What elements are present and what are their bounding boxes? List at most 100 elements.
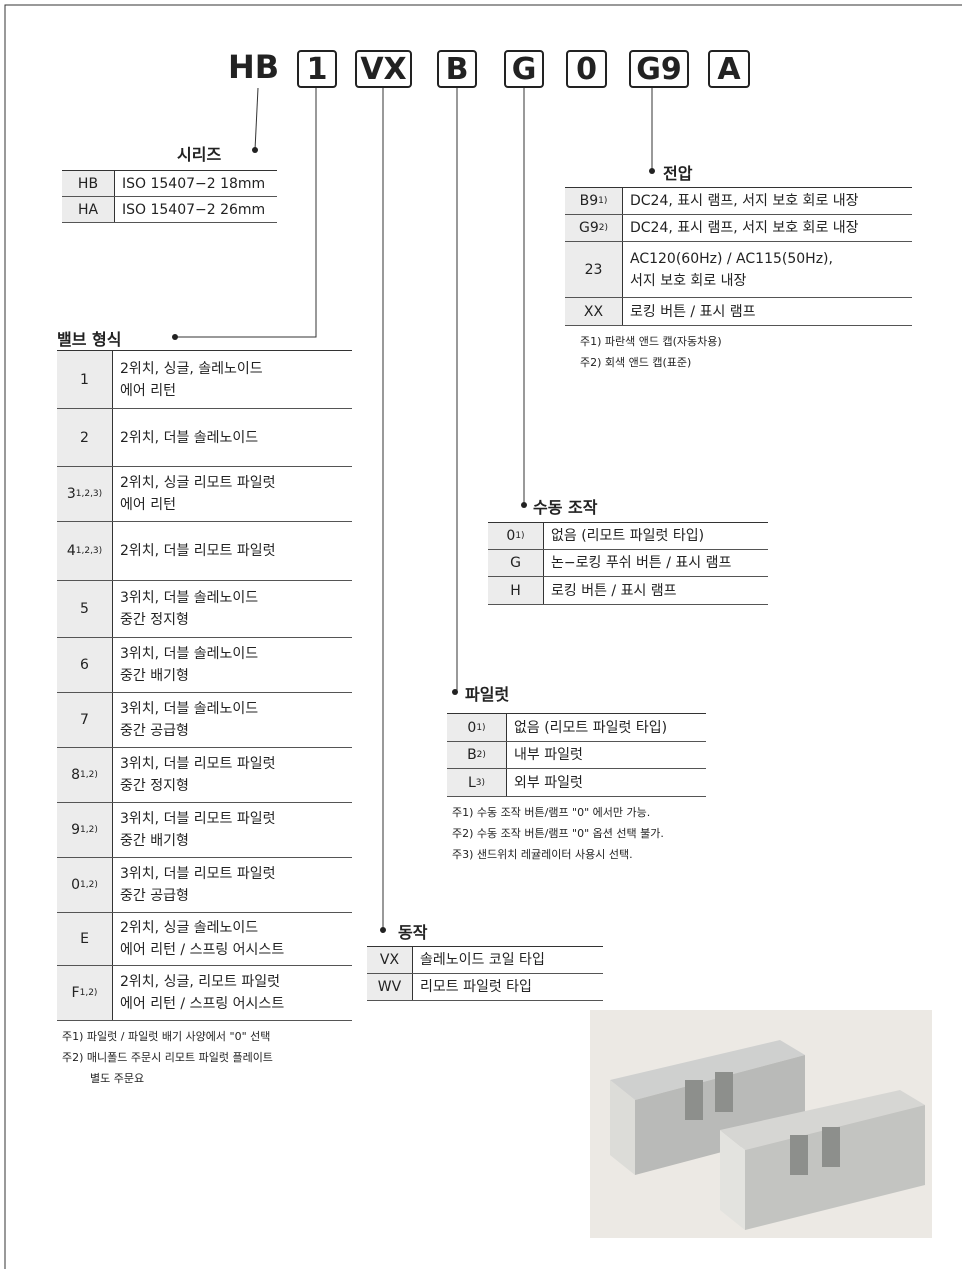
section-title: 시리즈 — [177, 145, 222, 164]
code-cell: 9 1,2) — [57, 803, 113, 857]
code-box: G — [504, 50, 544, 88]
code: B — [467, 747, 477, 763]
superscript: 2) — [598, 223, 608, 233]
code-cell: G — [488, 550, 544, 576]
code-cell: L 3) — [447, 769, 507, 796]
note: 주1) 수동 조작 버튼/램프 "0" 에서만 가능. — [452, 806, 651, 819]
superscript: 2) — [476, 750, 486, 760]
description: 에어 리턴 — [120, 382, 176, 399]
table-row: 0 1,2) 3위치, 더블 리모트 파일럿 중간 공급형 — [57, 858, 352, 913]
connector-line — [254, 87, 259, 151]
table-row: XX 로킹 버튼 / 표시 램프 — [565, 298, 912, 326]
description-cell: 2위치, 싱글 솔레노이드 에어 리턴 / 스프링 어시스트 — [113, 913, 284, 965]
code-prefix: HB — [228, 48, 280, 86]
description: 외부 파일럿 — [514, 774, 583, 791]
table-row: 3 1,2,3) 2위치, 싱글 리모트 파일럿 에어 리턴 — [57, 467, 352, 522]
code: 0 — [506, 528, 516, 544]
code: B9 — [579, 193, 599, 209]
connector-dot — [252, 147, 258, 153]
description-cell: 없음 (리모트 파일럿 타입) — [544, 523, 704, 549]
code: F — [71, 985, 80, 1001]
description-cell: 2위치, 더블 솔레노이드 — [113, 409, 258, 466]
description-cell: 3위치, 더블 리모트 파일럿 중간 공급형 — [113, 858, 276, 912]
code-box: 0 — [566, 50, 607, 88]
description-cell: 논−로킹 푸쉬 버튼 / 표시 램프 — [544, 550, 731, 576]
table-row: 0 1) 없음 (리모트 파일럿 타입) — [488, 523, 768, 550]
table-row: 0 1) 없음 (리모트 파일럿 타입) — [447, 714, 706, 742]
description-cell: 3위치, 더블 리모트 파일럿 중간 정지형 — [113, 748, 276, 802]
description: DC24, 표시 램프, 서지 보호 회로 내장 — [630, 220, 859, 236]
table-row: 1 2위치, 싱글, 솔레노이드 에어 리턴 — [57, 351, 352, 409]
section-title: 수동 조작 — [533, 498, 598, 517]
connector-dot — [380, 927, 386, 933]
description-cell: 로킹 버튼 / 표시 램프 — [544, 577, 677, 604]
code-box: B — [437, 50, 477, 88]
description-cell: 2위치, 싱글, 리모트 파일럿 에어 리턴 / 스프링 어시스트 — [113, 966, 284, 1020]
note: 주3) 샌드위치 레귤레이터 사용시 선택. — [452, 848, 633, 861]
code-cell: 1 — [57, 351, 113, 408]
table: VX 솔레노이드 코일 타입 WV 리모트 파일럿 타입 — [367, 946, 603, 1001]
table-row: F 1,2) 2위치, 싱글, 리모트 파일럿 에어 리턴 / 스프링 어시스트 — [57, 966, 352, 1021]
superscript: 1) — [476, 722, 486, 733]
connector-dot — [452, 689, 458, 695]
code: 4 — [66, 543, 76, 559]
code: 3 — [66, 486, 76, 502]
code-cell: 23 — [565, 242, 623, 297]
code-cell: 7 — [57, 693, 113, 747]
table-row: HB ISO 15407−2 18mm — [62, 171, 277, 197]
description-cell: 로킹 버튼 / 표시 램프 — [623, 298, 756, 325]
description: 중간 공급형 — [120, 723, 189, 739]
description: 솔레노이드 코일 타입 — [420, 952, 545, 968]
code-cell: 8 1,2) — [57, 748, 113, 802]
code: 8 — [71, 767, 81, 783]
code-cell: WV — [367, 974, 413, 1000]
description-cell: AC120(60Hz) / AC115(50Hz), 서지 보호 회로 내장 — [623, 242, 833, 297]
table-row: 4 1,2,3) 2위치, 더블 리모트 파일럿 — [57, 522, 352, 581]
description: 2위치, 싱글 리모트 파일럿 — [120, 475, 276, 491]
code-cell: XX — [565, 298, 623, 325]
description: 중간 배기형 — [120, 833, 189, 849]
description: AC120(60Hz) / AC115(50Hz), — [630, 250, 833, 267]
code-cell: 5 — [57, 581, 113, 637]
code-box: 1 — [297, 50, 337, 88]
description-cell: DC24, 표시 램프, 서지 보호 회로 내장 — [623, 215, 859, 241]
table-row: 6 3위치, 더블 솔레노이드 중간 배기형 — [57, 638, 352, 693]
code: E — [80, 931, 89, 947]
section-title: 밸브 형식 — [57, 330, 122, 349]
superscript: 1,2) — [80, 825, 98, 835]
description-cell: ISO 15407−2 26mm — [115, 197, 265, 222]
description: 논−로킹 푸쉬 버튼 / 표시 램프 — [551, 555, 732, 571]
description-cell: 솔레노이드 코일 타입 — [413, 947, 545, 973]
code-cell: HA — [62, 197, 115, 222]
code: 7 — [80, 712, 89, 728]
description: 3위치, 더블 솔레노이드 — [120, 646, 259, 662]
description-cell: 2위치, 싱글 리모트 파일럿 에어 리턴 — [113, 467, 276, 521]
description-cell: 외부 파일럿 — [507, 769, 583, 796]
table: 0 1) 없음 (리모트 파일럿 타입) G 논−로킹 푸쉬 버튼 / 표시 램프 H 로킹… — [488, 522, 768, 605]
description: 에어 리턴 / 스프링 어시스트 — [120, 996, 285, 1012]
code-cell: 0 1) — [447, 714, 507, 741]
section-title: 동작 — [398, 923, 428, 942]
table-row: 8 1,2) 3위치, 더블 리모트 파일럿 중간 정지형 — [57, 748, 352, 803]
table: 0 1) 없음 (리모트 파일럿 타입) B 2) 내부 파일럿 L 3) 외부 파일럿 — [447, 713, 706, 797]
superscript: 1,2) — [79, 988, 98, 998]
table-row: L 3) 외부 파일럿 — [447, 769, 706, 797]
superscript: 3) — [475, 777, 486, 788]
description-cell: DC24, 표시 램프, 서지 보호 회로 내장 — [623, 188, 859, 214]
code-cell: 6 — [57, 638, 113, 692]
photo-drawing — [610, 1040, 925, 1230]
table-row: 2 2위치, 더블 솔레노이드 — [57, 409, 352, 467]
connector-dot — [521, 502, 527, 508]
code-box: G9 — [629, 50, 689, 88]
description: 중간 정지형 — [120, 778, 189, 794]
code-cell: 2 — [57, 409, 113, 466]
table-row: B9 1) DC24, 표시 램프, 서지 보호 회로 내장 — [565, 188, 912, 215]
note: 주1) 파일럿 / 파일럿 배기 사양에서 "0" 선택 — [62, 1030, 271, 1043]
code: HB — [77, 175, 99, 192]
table-row: B 2) 내부 파일럿 — [447, 742, 706, 769]
table: HB ISO 15407−2 18mm HA ISO 15407−2 26mm — [62, 170, 277, 223]
code: G — [510, 555, 521, 571]
description: ISO 15407−2 26mm — [122, 201, 266, 218]
description-cell: 리모트 파일럿 타입 — [413, 974, 532, 1000]
